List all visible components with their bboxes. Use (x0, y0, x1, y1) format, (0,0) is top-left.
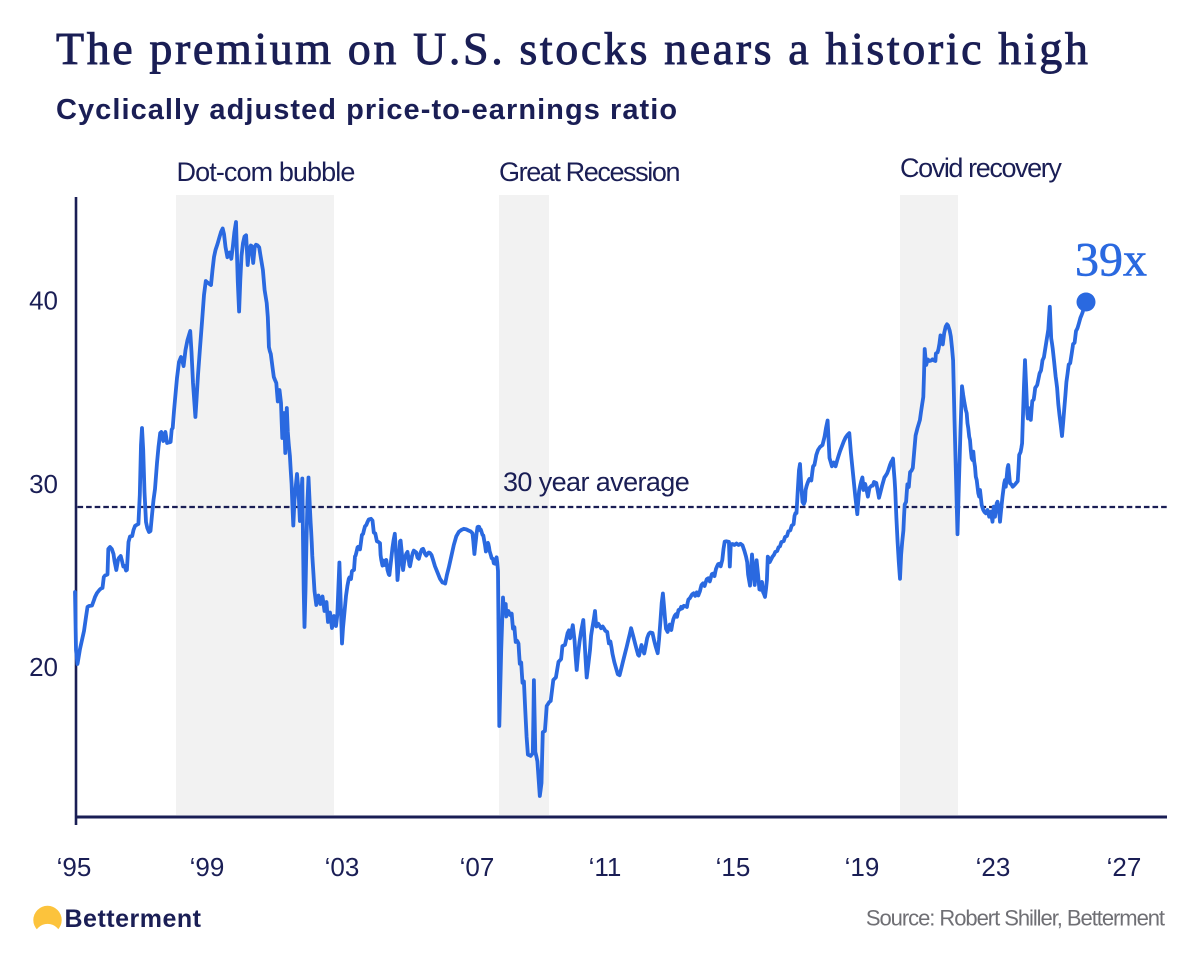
svg-text:‘07: ‘07 (460, 852, 495, 882)
svg-text:20: 20 (29, 652, 58, 682)
svg-text:Covid recovery: Covid recovery (900, 153, 1062, 183)
svg-text:‘95: ‘95 (57, 852, 92, 882)
svg-text:Great Recession: Great Recession (499, 157, 679, 187)
svg-text:30: 30 (29, 469, 58, 499)
svg-text:The premium on U.S. stocks nea: The premium on U.S. stocks nears a histo… (56, 23, 1090, 74)
svg-text:40: 40 (29, 285, 58, 315)
svg-text:30 year average: 30 year average (503, 467, 689, 497)
svg-text:Source: Robert Shiller, Better: Source: Robert Shiller, Betterment (866, 906, 1165, 931)
svg-text:‘19: ‘19 (845, 852, 880, 882)
svg-text:Cyclically adjusted price-to-e: Cyclically adjusted price-to-earnings ra… (56, 94, 678, 126)
svg-text:‘11: ‘11 (589, 852, 622, 882)
svg-text:‘03: ‘03 (325, 852, 360, 882)
svg-text:39x: 39x (1075, 234, 1147, 287)
svg-text:‘15: ‘15 (716, 852, 751, 882)
svg-text:‘23: ‘23 (976, 852, 1011, 882)
svg-text:‘27: ‘27 (1107, 852, 1142, 882)
svg-text:Dot-com bubble: Dot-com bubble (177, 157, 355, 187)
svg-text:Betterment: Betterment (65, 905, 202, 933)
svg-text:‘99: ‘99 (190, 852, 225, 882)
